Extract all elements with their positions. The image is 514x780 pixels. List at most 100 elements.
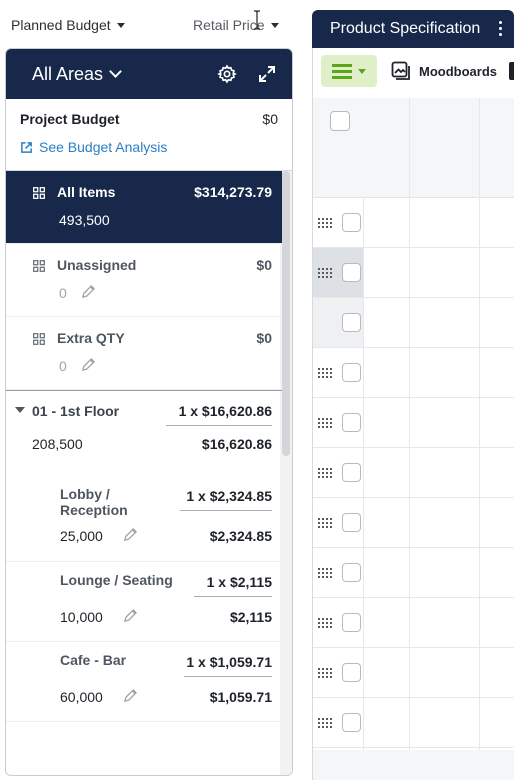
floor-name: 01 - 1st Floor xyxy=(32,403,120,419)
area-item-name: Unassigned xyxy=(57,257,137,273)
planned-budget-dropdown[interactable]: Planned Budget xyxy=(11,17,125,33)
areas-title: All Areas xyxy=(32,63,104,84)
row-checkbox[interactable] xyxy=(342,313,361,332)
area-item-name: All Items xyxy=(57,184,116,200)
room-total: $2,324.85 xyxy=(209,528,272,544)
areas-panel-header: All Areas xyxy=(6,49,292,99)
retail-price-dropdown[interactable]: Retail Price xyxy=(193,17,279,33)
table-row[interactable] xyxy=(313,498,514,548)
kebab-menu-icon[interactable] xyxy=(499,21,502,36)
table-row[interactable] xyxy=(313,548,514,598)
project-budget-label: Project Budget xyxy=(20,111,120,127)
table-row[interactable] xyxy=(313,198,514,248)
room-row-cafe-bar[interactable]: Cafe - Bar 1 x $1,059.71 60,000 $1,059.7… xyxy=(6,642,282,722)
floor-total: $16,620.86 xyxy=(201,436,272,452)
caret-down-icon xyxy=(358,68,366,74)
toolbar-overflow-button[interactable] xyxy=(509,62,514,80)
pencil-icon[interactable] xyxy=(123,688,138,703)
gear-icon[interactable] xyxy=(216,63,238,85)
row-checkbox[interactable] xyxy=(342,263,361,282)
table-row[interactable] xyxy=(313,648,514,698)
row-checkbox[interactable] xyxy=(342,713,361,732)
drag-handle-icon[interactable] xyxy=(318,618,332,628)
table-row[interactable] xyxy=(313,348,514,398)
moodboard-icon xyxy=(391,61,410,80)
row-checkbox[interactable] xyxy=(342,513,361,532)
area-item-extra-qty[interactable]: Extra QTY $0 0 xyxy=(6,317,282,390)
see-budget-analysis-label: See Budget Analysis xyxy=(39,139,168,155)
divider xyxy=(194,596,272,597)
expand-icon[interactable] xyxy=(256,63,278,85)
floor-row-1st-floor[interactable]: 01 - 1st Floor 1 x $16,620.86 208,500 $1… xyxy=(6,390,282,476)
area-item-amount: $314,273.79 xyxy=(194,184,272,200)
top-filter-bar: Planned Budget Retail Price xyxy=(0,0,300,48)
drag-handle-icon[interactable] xyxy=(318,668,332,678)
grid-icon xyxy=(33,260,45,272)
drag-handle-icon[interactable] xyxy=(318,468,332,478)
collapse-triangle-icon[interactable] xyxy=(15,407,25,413)
product-specification-panel: Product Specification Moodboards xyxy=(312,10,514,780)
pencil-icon[interactable] xyxy=(123,608,138,623)
table-row[interactable] xyxy=(313,598,514,648)
room-multiplier: 1 x $1,059.71 xyxy=(186,654,272,670)
drag-handle-icon[interactable] xyxy=(318,418,332,428)
column-divider xyxy=(363,198,364,780)
grid-footer xyxy=(313,750,514,780)
table-row[interactable] xyxy=(313,398,514,448)
table-row[interactable] xyxy=(313,448,514,498)
see-budget-analysis-link[interactable]: See Budget Analysis xyxy=(20,139,278,155)
drag-handle-icon[interactable] xyxy=(318,518,332,528)
moodboards-button[interactable]: Moodboards xyxy=(391,61,497,81)
room-name: Cafe - Bar xyxy=(60,652,127,668)
room-multiplier: 1 x $2,324.85 xyxy=(186,488,272,504)
pencil-icon[interactable] xyxy=(123,527,138,542)
drag-handle-icon[interactable] xyxy=(318,368,332,378)
room-qty: 60,000 xyxy=(60,689,103,705)
drag-handle-icon[interactable] xyxy=(318,218,332,228)
pencil-icon[interactable] xyxy=(81,284,96,299)
caret-down-icon xyxy=(116,22,125,28)
row-checkbox[interactable] xyxy=(342,613,361,632)
drag-handle-icon[interactable] xyxy=(318,718,332,728)
room-multiplier: 1 x $2,115 xyxy=(206,574,272,590)
area-item-name: Extra QTY xyxy=(57,330,125,346)
row-checkbox[interactable] xyxy=(342,563,361,582)
room-qty: 10,000 xyxy=(60,609,103,625)
view-menu-button[interactable] xyxy=(321,55,377,87)
room-qty: 25,000 xyxy=(60,528,103,544)
select-all-checkbox[interactable] xyxy=(330,111,350,131)
column-divider xyxy=(409,98,410,780)
row-checkbox[interactable] xyxy=(342,413,361,432)
drag-handle-icon[interactable] xyxy=(318,268,332,278)
divider xyxy=(180,510,272,511)
areas-list: All Items $314,273.79 493,500 Unassigned… xyxy=(6,171,282,775)
hamburger-icon xyxy=(332,63,352,79)
areas-scrollbar-thumb[interactable] xyxy=(282,171,290,456)
table-row[interactable] xyxy=(313,298,514,348)
spec-grid-header xyxy=(313,98,514,198)
table-row[interactable] xyxy=(313,248,514,298)
chevron-down-icon xyxy=(109,65,122,78)
area-item-qty: 0 xyxy=(59,285,67,301)
row-checkbox[interactable] xyxy=(342,663,361,682)
room-row-lounge-seating[interactable]: Lounge / Seating 1 x $2,115 10,000 $2,11… xyxy=(6,562,282,642)
areas-panel: All Areas Project Budget $0 See Budget A… xyxy=(5,48,293,776)
areas-selector[interactable]: All Areas xyxy=(32,64,198,85)
room-row-lobby-reception[interactable]: Lobby / Reception 1 x $2,324.85 25,000 $… xyxy=(6,476,282,562)
pencil-icon[interactable] xyxy=(81,357,96,372)
row-checkbox[interactable] xyxy=(342,213,361,232)
grid-icon xyxy=(33,333,45,345)
area-item-all-items[interactable]: All Items $314,273.79 493,500 xyxy=(6,171,282,244)
room-total: $2,115 xyxy=(229,609,272,625)
divider xyxy=(184,676,272,677)
area-item-qty: 0 xyxy=(59,358,67,374)
table-row[interactable] xyxy=(313,698,514,748)
product-specification-title: Product Specification xyxy=(330,20,481,37)
divider xyxy=(166,425,272,426)
retail-price-label: Retail Price xyxy=(193,17,265,33)
caret-down-icon xyxy=(270,22,279,28)
drag-handle-icon[interactable] xyxy=(318,568,332,578)
row-checkbox[interactable] xyxy=(342,463,361,482)
row-checkbox[interactable] xyxy=(342,363,361,382)
area-item-unassigned[interactable]: Unassigned $0 0 xyxy=(6,244,282,317)
